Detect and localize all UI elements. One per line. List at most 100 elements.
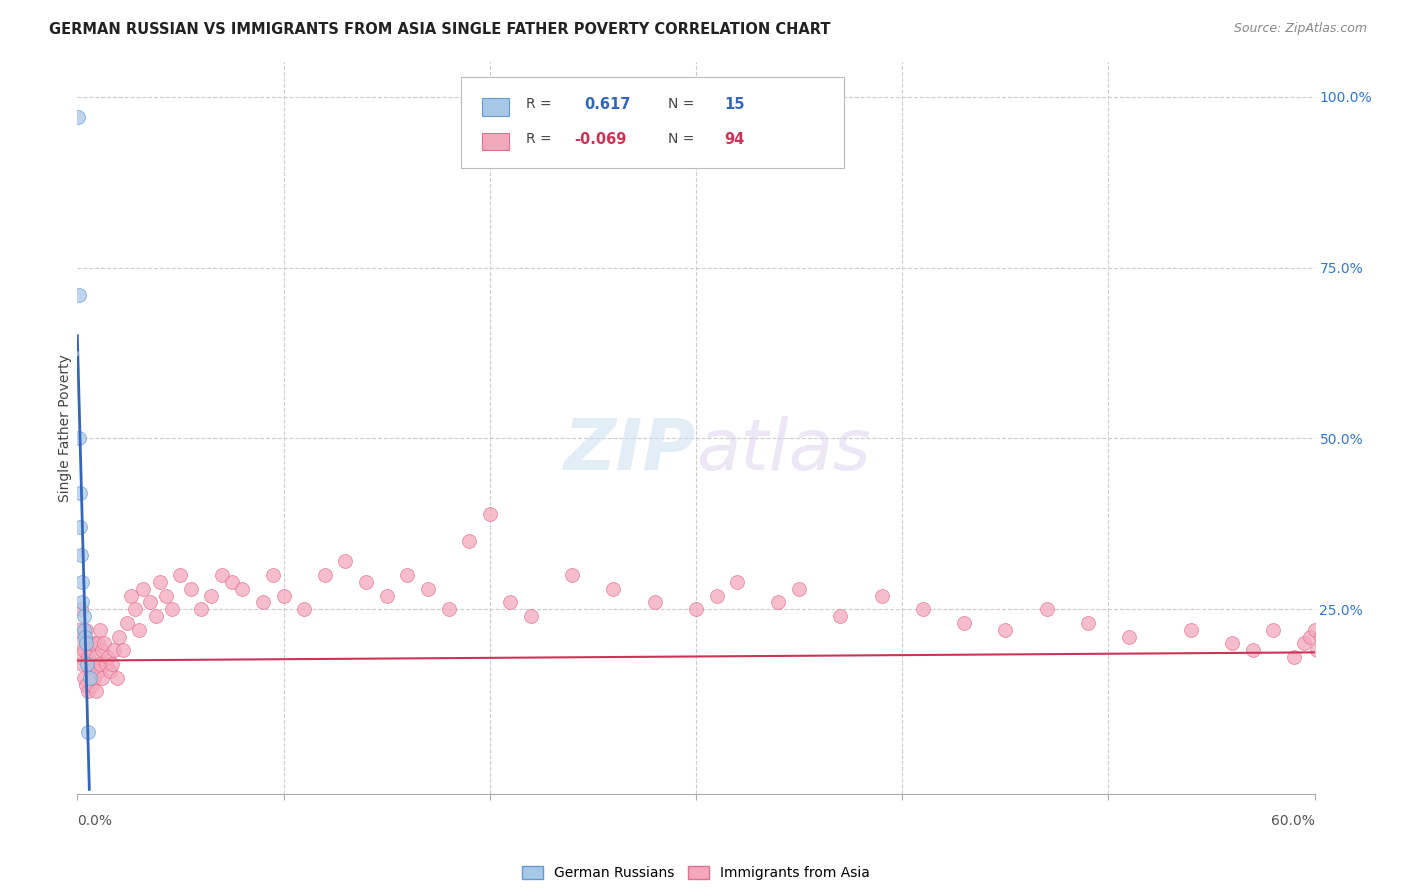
Legend: German Russians, Immigrants from Asia: German Russians, Immigrants from Asia [516,860,876,886]
Point [911,602,934,616]
Text: 0.617: 0.617 [585,96,631,112]
Point [76,725,98,739]
Point [128,623,150,637]
Point [83,636,105,650]
Point [72,595,94,609]
Point [80,677,103,691]
Point [190,602,212,616]
Text: R =: R = [526,97,553,112]
Point [644,595,666,609]
Point [725,574,748,589]
Point [73,623,96,637]
Point [478,507,501,521]
Point [1220,636,1243,650]
Point [787,582,810,596]
Point [91,643,114,657]
Point [98,664,121,678]
Point [1309,630,1331,644]
Point [115,615,138,630]
Point [437,602,460,616]
Point [458,533,481,548]
Point [1263,623,1285,637]
Point [67,288,90,302]
Point [72,609,94,624]
Point [685,602,707,616]
Point [180,582,202,596]
Point [72,643,94,657]
Point [91,671,114,685]
Point [70,574,93,589]
Point [79,671,101,685]
Point [314,568,336,582]
Point [149,574,172,589]
Text: Source: ZipAtlas.com: Source: ZipAtlas.com [1233,22,1367,36]
Point [273,589,295,603]
Point [292,602,315,616]
Point [76,684,98,698]
Point [1282,650,1305,665]
Point [70,602,93,616]
Point [79,636,101,650]
Point [70,548,93,562]
Point [89,657,111,671]
Point [93,636,115,650]
Point [96,657,118,671]
FancyBboxPatch shape [482,98,509,116]
Text: N =: N = [668,132,695,146]
FancyBboxPatch shape [482,133,509,150]
Point [602,582,624,596]
Point [69,486,91,500]
Point [69,520,91,534]
Point [335,554,357,568]
Point [231,582,253,596]
Point [169,568,191,582]
Point [69,650,91,665]
Point [200,589,222,603]
Point [83,671,105,685]
Point [73,630,96,644]
FancyBboxPatch shape [461,77,845,169]
Point [87,664,110,678]
Point [375,589,398,603]
Point [72,671,94,685]
Point [1305,643,1327,657]
Point [870,589,893,603]
Point [79,664,101,678]
Point [145,609,167,624]
Point [499,595,522,609]
Point [1180,623,1202,637]
Point [252,595,274,609]
Point [103,643,125,657]
Point [768,595,790,609]
Point [561,568,583,582]
Text: 0.0%: 0.0% [77,814,112,828]
Point [221,574,243,589]
Point [520,609,543,624]
Point [706,589,728,603]
Point [67,623,90,637]
Point [67,110,90,124]
Point [1313,636,1336,650]
Point [84,650,107,665]
Point [111,643,134,657]
Point [80,657,103,671]
Point [75,623,97,637]
Point [101,657,124,671]
Text: R =: R = [526,132,553,146]
Point [396,568,419,582]
Text: 15: 15 [724,96,745,112]
Point [67,431,90,445]
Text: N =: N = [668,97,695,112]
Point [994,623,1017,637]
Point [72,657,94,671]
Text: GERMAN RUSSIAN VS IMMIGRANTS FROM ASIA SINGLE FATHER POVERTY CORRELATION CHART: GERMAN RUSSIAN VS IMMIGRANTS FROM ASIA S… [49,22,831,37]
Point [107,630,129,644]
Point [105,671,128,685]
Point [1317,623,1340,637]
Text: ZIP: ZIP [564,416,696,484]
Point [1241,643,1264,657]
Point [87,636,110,650]
Point [830,609,852,624]
Point [76,650,98,665]
Point [155,589,177,603]
